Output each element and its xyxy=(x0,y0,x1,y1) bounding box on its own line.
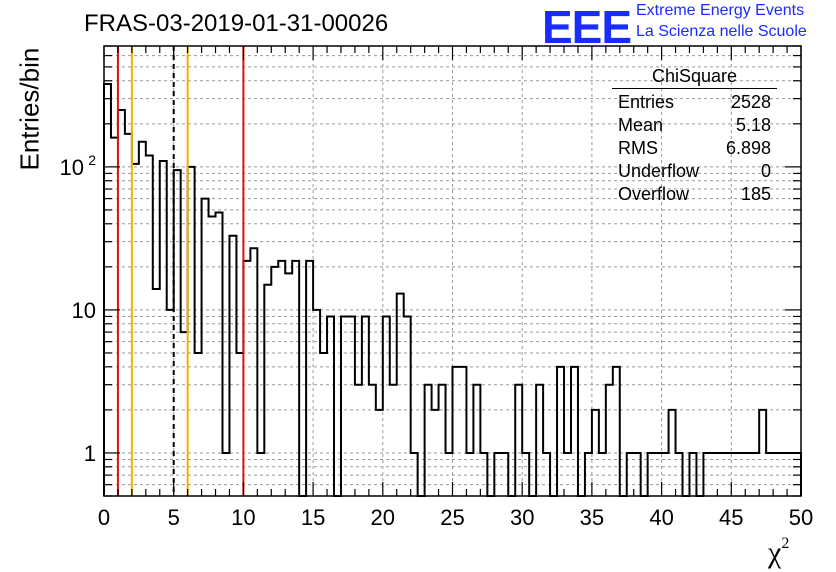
stats-row: Overflow 185 xyxy=(612,183,777,206)
stats-row: Mean 5.18 xyxy=(612,114,777,137)
stats-row: RMS 6.898 xyxy=(612,137,777,160)
x-tick-label: 10 xyxy=(231,505,255,530)
stats-row: Entries 2528 xyxy=(612,91,777,114)
stats-row: Underflow 0 xyxy=(612,160,777,183)
stats-value: 0 xyxy=(760,161,771,181)
histogram-bars xyxy=(103,82,802,497)
stats-label: Underflow xyxy=(618,161,700,181)
x-tick-label: 45 xyxy=(719,505,743,530)
y-tick-label: 1 xyxy=(84,441,96,466)
stats-label: Mean xyxy=(618,115,664,135)
stats-title: ChiSquare xyxy=(612,66,777,89)
x-tick-label: 50 xyxy=(789,505,813,530)
y-axis-label: Entries/bin xyxy=(14,47,45,171)
x-tick-label: 40 xyxy=(649,505,673,530)
stats-label: Entries xyxy=(618,92,675,112)
x-tick-label: 20 xyxy=(371,505,395,530)
eee-logo: EEE xyxy=(542,1,632,53)
x-tick-label: 35 xyxy=(580,505,604,530)
y-tick-exponent: 2 xyxy=(88,152,96,168)
marker-lines xyxy=(116,46,245,496)
x-tick-label: 25 xyxy=(440,505,464,530)
x-tick-label: 15 xyxy=(301,505,325,530)
logo-line-1: Extreme Energy Events xyxy=(636,2,805,19)
x-axis-label: χ2 xyxy=(768,535,790,569)
x-tick-label: 30 xyxy=(510,505,534,530)
stats-value: 5.18 xyxy=(735,115,771,135)
x-tick-label: 5 xyxy=(168,505,180,530)
stats-box: ChiSquare Entries 2528 Mean 5.18 RMS 6.898 … xyxy=(612,66,777,206)
logo-line-2: La Scienza nelle Scuole xyxy=(636,23,807,40)
chart-title: FRAS-03-2019-01-31-00026 xyxy=(84,10,389,37)
y-tick-label: 10 xyxy=(60,155,84,180)
histogram-series xyxy=(103,82,802,497)
stats-label: Overflow xyxy=(618,184,690,204)
stats-value: 6.898 xyxy=(725,138,771,158)
stats-value: 185 xyxy=(740,184,771,204)
y-tick-label: 10 xyxy=(72,298,96,323)
stats-value: 2528 xyxy=(730,92,771,112)
x-tick-label: 0 xyxy=(98,505,110,530)
stats-label: RMS xyxy=(618,138,658,158)
